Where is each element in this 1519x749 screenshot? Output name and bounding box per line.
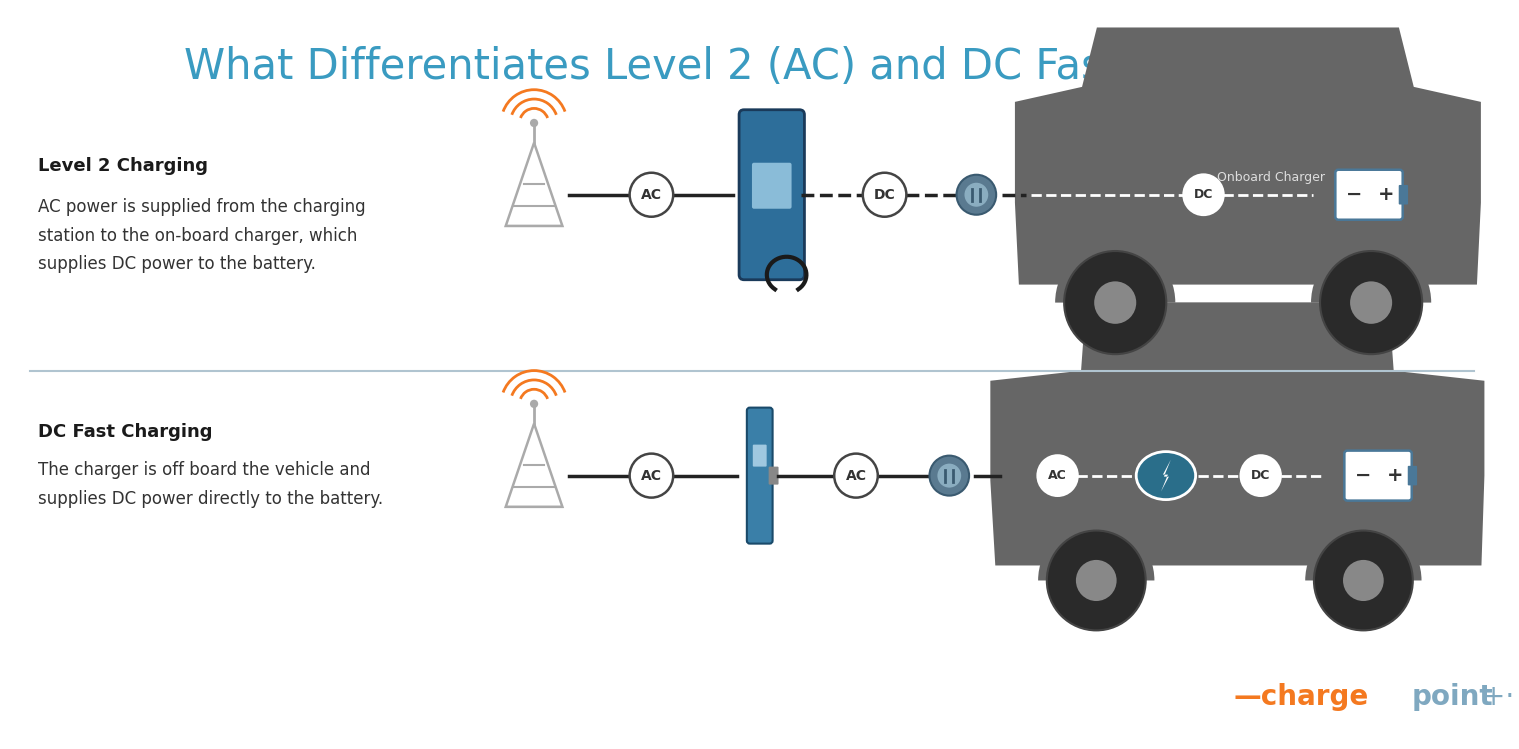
Circle shape [957, 175, 996, 215]
FancyBboxPatch shape [753, 445, 767, 467]
Text: What Differentiates Level 2 (AC) and DC Fast Charging: What Differentiates Level 2 (AC) and DC … [184, 46, 1320, 88]
Wedge shape [1305, 522, 1422, 580]
FancyBboxPatch shape [1335, 170, 1402, 219]
FancyBboxPatch shape [1408, 466, 1417, 485]
FancyBboxPatch shape [752, 163, 791, 209]
Circle shape [1047, 530, 1145, 631]
Text: AC: AC [641, 188, 662, 201]
Text: Level 2 Charging: Level 2 Charging [38, 157, 208, 175]
FancyBboxPatch shape [740, 110, 805, 279]
Circle shape [530, 400, 538, 408]
Wedge shape [1311, 242, 1431, 303]
Circle shape [1320, 251, 1422, 354]
Text: DC: DC [1252, 469, 1270, 482]
Circle shape [1343, 560, 1384, 601]
Circle shape [1314, 530, 1413, 631]
FancyBboxPatch shape [1344, 451, 1411, 500]
Text: +·: +· [1483, 682, 1514, 711]
Text: DC: DC [873, 188, 896, 201]
Text: AC: AC [1048, 469, 1066, 482]
Circle shape [1350, 282, 1391, 324]
Circle shape [1065, 251, 1167, 354]
Circle shape [530, 119, 538, 127]
Circle shape [1183, 175, 1223, 215]
Text: AC: AC [641, 469, 662, 482]
Circle shape [629, 454, 673, 497]
FancyBboxPatch shape [747, 407, 773, 544]
Ellipse shape [1136, 452, 1195, 500]
Circle shape [1094, 282, 1136, 324]
Wedge shape [1037, 522, 1154, 580]
Polygon shape [990, 303, 1484, 565]
Circle shape [1241, 455, 1281, 496]
Text: DC: DC [1194, 188, 1214, 201]
Text: +: + [1387, 466, 1404, 485]
Text: point: point [1411, 682, 1493, 711]
Text: −: − [1355, 466, 1370, 485]
Circle shape [834, 454, 878, 497]
FancyBboxPatch shape [1399, 185, 1408, 204]
Text: AC: AC [846, 469, 866, 482]
Polygon shape [1015, 28, 1481, 285]
Circle shape [1075, 560, 1116, 601]
Text: −: − [1346, 185, 1363, 204]
Circle shape [863, 173, 907, 216]
FancyBboxPatch shape [769, 467, 779, 485]
Text: —charge: —charge [1233, 682, 1369, 711]
Text: DC Fast Charging: DC Fast Charging [38, 423, 213, 441]
Circle shape [937, 464, 962, 488]
Text: Onboard Charger: Onboard Charger [1217, 171, 1325, 184]
Text: +: + [1378, 185, 1394, 204]
Text: The charger is off board the vehicle and
supplies DC power directly to the batte: The charger is off board the vehicle and… [38, 461, 383, 508]
Polygon shape [1161, 460, 1171, 491]
Circle shape [1037, 455, 1077, 496]
Wedge shape [1056, 242, 1176, 303]
Text: AC power is supplied from the charging
station to the on-board charger, which
su: AC power is supplied from the charging s… [38, 198, 365, 273]
Circle shape [629, 173, 673, 216]
Circle shape [965, 183, 989, 207]
Circle shape [930, 455, 969, 496]
